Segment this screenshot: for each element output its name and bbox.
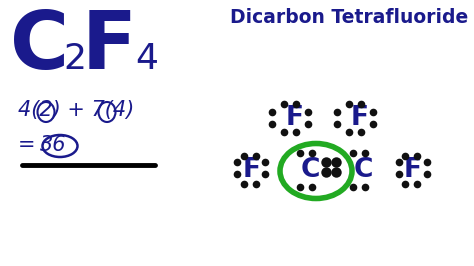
- Text: F: F: [351, 105, 369, 131]
- Text: C: C: [10, 8, 69, 86]
- Text: 2: 2: [63, 42, 86, 76]
- Text: Dicarbon Tetrafluoride: Dicarbon Tetrafluoride: [230, 8, 468, 27]
- Text: F: F: [404, 157, 422, 183]
- Text: =: =: [18, 135, 36, 155]
- Text: 36: 36: [40, 135, 66, 155]
- Text: F: F: [82, 8, 137, 86]
- Text: 4(2) + 7(4): 4(2) + 7(4): [18, 100, 134, 120]
- Text: 4: 4: [135, 42, 158, 76]
- Text: F: F: [243, 157, 261, 183]
- Text: F: F: [286, 105, 304, 131]
- Text: C: C: [301, 157, 319, 183]
- Text: C: C: [353, 157, 373, 183]
